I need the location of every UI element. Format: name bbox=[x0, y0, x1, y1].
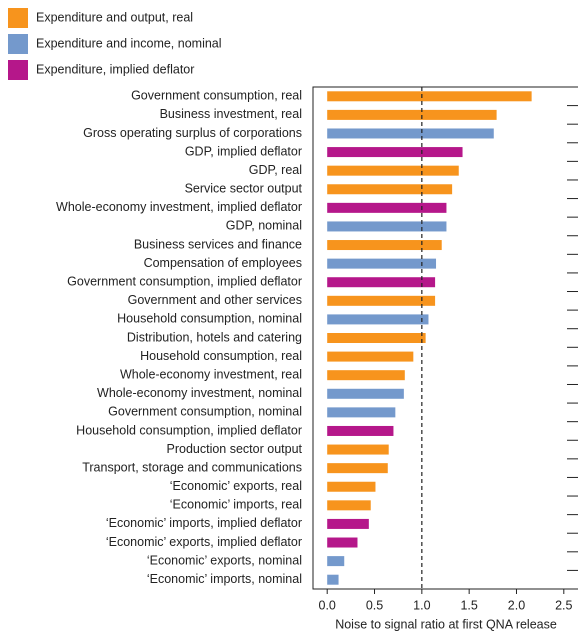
x-tick-label: 2.5 bbox=[555, 598, 572, 612]
category-label: ‘Economic’ imports, nominal bbox=[147, 572, 302, 586]
bar bbox=[327, 314, 429, 325]
bar bbox=[327, 370, 405, 381]
bar bbox=[327, 518, 369, 529]
bar bbox=[327, 109, 497, 120]
bar bbox=[327, 351, 414, 362]
category-label: Whole-economy investment, nominal bbox=[97, 386, 302, 400]
category-label: GDP, implied deflator bbox=[185, 144, 302, 158]
legend-swatch bbox=[8, 60, 28, 80]
legend-label: Expenditure and income, nominal bbox=[36, 36, 222, 50]
category-label: Production sector output bbox=[167, 442, 303, 456]
category-label: Whole-economy investment, real bbox=[120, 367, 302, 381]
bar bbox=[327, 481, 376, 492]
category-label: ‘Economic’ imports, implied deflator bbox=[106, 516, 302, 530]
bar bbox=[327, 165, 459, 176]
category-label: Household consumption, nominal bbox=[117, 312, 302, 326]
bar bbox=[327, 91, 532, 102]
legend-swatch bbox=[8, 34, 28, 54]
bar bbox=[327, 444, 389, 455]
legend-label: Expenditure, implied deflator bbox=[36, 62, 194, 76]
category-label: Government consumption, implied deflator bbox=[67, 275, 302, 289]
category-label: Distribution, hotels and catering bbox=[127, 330, 302, 344]
bar bbox=[327, 407, 396, 418]
bar bbox=[327, 184, 453, 195]
category-label: ‘Economic’ exports, implied deflator bbox=[106, 535, 302, 549]
x-tick-label: 1.0 bbox=[413, 598, 430, 612]
bar bbox=[327, 240, 442, 251]
category-label: Service sector output bbox=[185, 182, 303, 196]
x-axis-label: Noise to signal ratio at first QNA relea… bbox=[335, 617, 557, 631]
category-label: Gross operating surplus of corporations bbox=[83, 126, 302, 140]
bar bbox=[327, 277, 436, 288]
category-label: Business services and finance bbox=[134, 237, 302, 251]
category-label: Household consumption, implied deflator bbox=[76, 423, 302, 437]
bar bbox=[327, 258, 437, 269]
legend-label: Expenditure and output, real bbox=[36, 10, 193, 24]
bar bbox=[327, 202, 447, 213]
x-tick-label: 1.5 bbox=[460, 598, 477, 612]
category-label: ‘Economic’ exports, real bbox=[170, 479, 302, 493]
category-label: GDP, nominal bbox=[226, 219, 302, 233]
x-tick-label: 0.5 bbox=[366, 598, 383, 612]
bar bbox=[327, 537, 358, 548]
category-label: Government consumption, real bbox=[131, 89, 302, 103]
bar bbox=[327, 500, 371, 511]
category-label: Government consumption, nominal bbox=[108, 405, 302, 419]
category-label: ‘Economic’ imports, real bbox=[170, 498, 302, 512]
category-label: Compensation of employees bbox=[144, 256, 302, 270]
bar bbox=[327, 333, 426, 343]
bar bbox=[327, 295, 436, 306]
bar bbox=[327, 128, 494, 139]
bar bbox=[327, 221, 447, 232]
bar bbox=[327, 147, 463, 158]
bar bbox=[327, 574, 339, 585]
category-label: Government and other services bbox=[128, 293, 302, 307]
x-tick-label: 2.0 bbox=[508, 598, 525, 612]
category-label: Business investment, real bbox=[160, 107, 302, 121]
plot-frame bbox=[312, 86, 578, 590]
category-label: GDP, real bbox=[249, 163, 302, 177]
bar bbox=[327, 388, 404, 399]
bar bbox=[327, 463, 388, 474]
category-label: Transport, storage and communications bbox=[82, 460, 302, 474]
bar bbox=[327, 425, 394, 436]
x-tick-label: 0.0 bbox=[319, 598, 336, 612]
category-label: Whole-economy investment, implied deflat… bbox=[56, 200, 302, 214]
bar bbox=[327, 556, 345, 567]
category-label: Household consumption, real bbox=[140, 349, 302, 363]
legend-swatch bbox=[8, 8, 28, 28]
category-label: ‘Economic’ exports, nominal bbox=[147, 553, 302, 567]
